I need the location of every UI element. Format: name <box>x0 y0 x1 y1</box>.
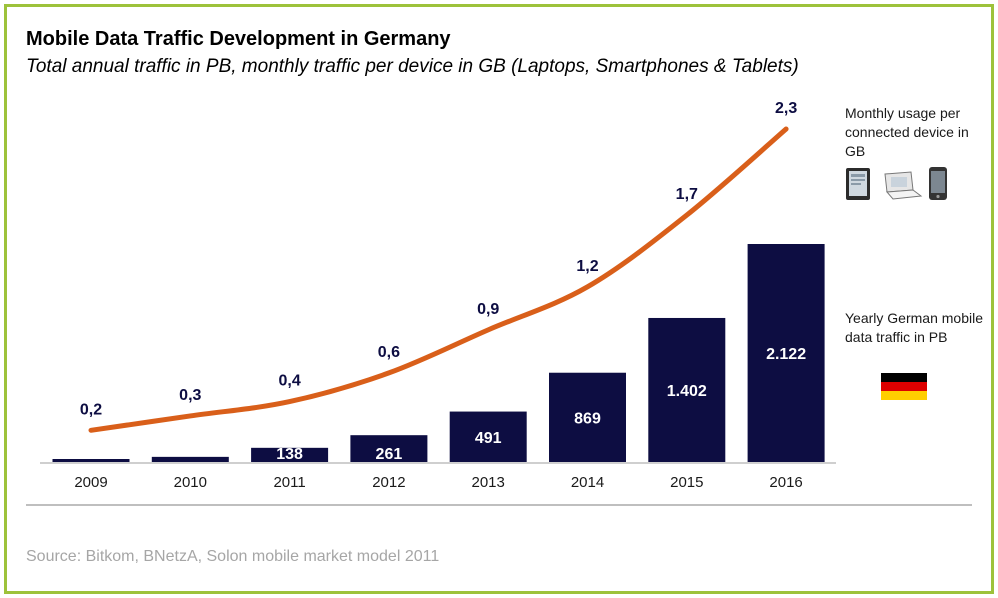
line-label-2012: 0,6 <box>378 344 400 361</box>
legend-yearly-traffic: Yearly German mobile data traffic in PB <box>845 310 983 345</box>
bar-label-2016: 2.122 <box>766 346 806 363</box>
germany-flag-icon <box>881 373 927 400</box>
bar-2014 <box>549 372 626 462</box>
laptop-icon <box>884 171 923 200</box>
line-monthly-usage <box>88 126 789 433</box>
bar-label-2015: 1.402 <box>667 383 707 400</box>
line-label-2013: 0,9 <box>477 301 499 318</box>
bar-label-2011: 138 <box>276 446 303 463</box>
bar-2013 <box>449 411 527 462</box>
x-tick-2015: 2015 <box>670 474 703 491</box>
bar-2010 <box>151 456 229 462</box>
x-tick-2011: 2011 <box>273 474 305 491</box>
devices-icon-group <box>846 167 947 200</box>
x-tick-2014: 2014 <box>571 474 604 491</box>
line-label-2011: 0,4 <box>278 373 300 390</box>
line-label-2016: 2,3 <box>775 100 797 117</box>
x-tick-2016: 2016 <box>769 474 802 491</box>
line-label-2009: 0,2 <box>80 401 102 418</box>
smartphone-icon <box>929 167 947 200</box>
chart-title: Mobile Data Traffic Development in Germa… <box>26 28 451 50</box>
x-tick-2013: 2013 <box>472 474 505 491</box>
legend-monthly-usage: Monthly usage per connected device in GB <box>845 105 969 159</box>
bar-2015 <box>648 317 726 462</box>
line-label-2014: 1,2 <box>576 258 598 275</box>
bar-2009 <box>52 459 130 462</box>
source-note: Source: Bitkom, BNetzA, Solon mobile mar… <box>26 548 440 565</box>
x-tick-2012: 2012 <box>372 474 405 491</box>
bar-2012 <box>350 435 428 462</box>
line-label-2015: 1,7 <box>676 186 698 203</box>
bar-label-2013: 491 <box>475 430 502 447</box>
bar-2016 <box>747 244 825 462</box>
line-label-2010: 0,3 <box>179 387 201 404</box>
bar-label-2014: 869 <box>574 410 601 427</box>
bar-2011 <box>251 447 329 462</box>
x-tick-2009: 2009 <box>74 474 107 491</box>
separator-line <box>26 504 972 506</box>
tablet-icon <box>846 168 870 200</box>
chart-frame <box>4 4 994 594</box>
x-tick-2010: 2010 <box>174 474 207 491</box>
bar-label-2012: 261 <box>376 446 403 463</box>
chart-subtitle: Total annual traffic in PB, monthly traf… <box>26 56 799 77</box>
